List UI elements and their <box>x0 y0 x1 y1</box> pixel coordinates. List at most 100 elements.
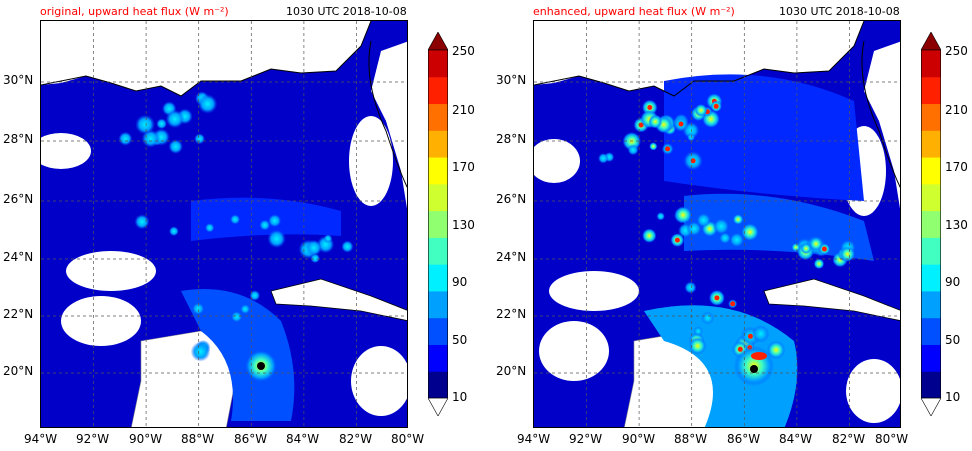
colorbar-label: 210 <box>945 103 968 117</box>
lon-label: 86°W <box>727 432 761 446</box>
convective-cell <box>190 341 211 362</box>
map-canvas <box>534 21 900 427</box>
convective-cell <box>674 206 692 224</box>
no-data-region <box>351 346 407 416</box>
coastline <box>41 21 372 97</box>
lon-label: 86°W <box>234 432 268 446</box>
cuba-land <box>763 278 900 321</box>
colorbar-block <box>921 183 941 212</box>
lat-label: 22°N <box>496 307 527 321</box>
convective-cell <box>649 142 658 151</box>
no-data-region <box>846 359 900 423</box>
colorbar-block <box>428 50 448 78</box>
colorbar-label: 210 <box>452 103 475 117</box>
convective-cell <box>696 213 711 228</box>
convective-cell-core <box>647 105 653 110</box>
convective-cell <box>809 237 823 251</box>
colorbar-label: 90 <box>945 275 961 289</box>
convective-cell <box>719 232 731 244</box>
no-data-region <box>539 321 609 381</box>
convective-cell <box>713 218 730 235</box>
convective-cell <box>791 243 801 252</box>
convective-cell <box>259 219 271 231</box>
convective-cell <box>689 337 707 355</box>
convective-cell <box>686 221 702 237</box>
convective-cell <box>323 234 333 243</box>
graticule <box>534 21 900 427</box>
convective-cell-core <box>714 295 720 301</box>
convective-cell <box>305 239 322 256</box>
lon-label: 82°W <box>339 432 373 446</box>
colorbar-block <box>921 130 941 158</box>
lat-label: 30°N <box>3 73 34 87</box>
colorbar-block <box>428 371 448 399</box>
convective-cell <box>192 302 205 315</box>
colorbar-frame <box>921 49 941 399</box>
lat-label: 26°N <box>496 192 527 206</box>
colorbar-block <box>921 157 941 185</box>
heat-flux-map[interactable] <box>40 20 408 428</box>
convective-cell-core <box>747 333 753 339</box>
lon-label: 80°W <box>391 432 425 446</box>
heat-flux-map[interactable] <box>533 20 901 428</box>
panel-enhanced: enhanced, upward heat flux (W m⁻²) 1030 … <box>493 0 972 451</box>
lon-label: 90°W <box>129 432 163 446</box>
convective-cell <box>197 94 218 114</box>
convective-cell <box>693 326 703 336</box>
convective-cell <box>267 229 286 248</box>
lon-label: 92°W <box>569 432 603 446</box>
panel-timestamp: 1030 UTC 2018-10-08 <box>286 5 407 18</box>
convective-cell-core <box>713 103 719 109</box>
lon-label: 84°W <box>286 432 320 446</box>
lon-label: 90°W <box>622 432 656 446</box>
convective-cell <box>230 214 241 225</box>
convective-cell <box>687 133 696 142</box>
convective-cell <box>656 212 665 221</box>
graticule <box>41 21 407 427</box>
convective-cell <box>800 243 812 254</box>
hurricane-eye-icon <box>257 362 265 370</box>
flux-band <box>181 289 295 421</box>
panel-timestamp: 1030 UTC 2018-10-08 <box>779 5 900 18</box>
lon-label: 94°W <box>24 432 58 446</box>
colorbar-label: 10 <box>945 390 961 404</box>
convective-cell <box>741 223 759 241</box>
no-data-region <box>549 271 639 311</box>
panel-original: original, upward heat flux (W m⁻²) 1030 … <box>3 5 475 446</box>
colorbar-label: 170 <box>452 160 475 174</box>
colorbar-label: 130 <box>945 218 968 232</box>
colorbar-label: 250 <box>945 44 968 58</box>
convective-cell <box>135 114 155 135</box>
no-data-region <box>534 139 580 183</box>
no-data-region <box>349 116 393 206</box>
convective-cell <box>194 133 206 145</box>
lat-label: 28°N <box>3 132 34 146</box>
convective-cell <box>701 311 715 325</box>
convective-cell <box>642 228 657 243</box>
flux-band <box>191 197 341 241</box>
us-gulf-coast-land <box>534 21 864 96</box>
lat-label: 20°N <box>496 364 527 378</box>
colorbar-label: 250 <box>452 44 475 58</box>
colorbar-block <box>921 76 941 105</box>
hurricane-max-flux <box>751 352 767 360</box>
convective-cell <box>598 153 609 164</box>
colorbar <box>921 32 941 416</box>
colorbar-block <box>428 76 448 105</box>
colorbar-block <box>428 317 448 345</box>
panel-title: original, upward heat flux (W m⁻²) <box>40 5 229 18</box>
colorbar-block <box>921 290 941 319</box>
convective-cell-core <box>821 246 827 252</box>
lon-label: 92°W <box>76 432 110 446</box>
colorbar-block <box>921 317 941 345</box>
colorbar-block <box>921 344 941 372</box>
no-data-region <box>41 133 91 169</box>
colorbar-block <box>921 237 941 265</box>
colorbar-block <box>428 237 448 265</box>
lat-label: 28°N <box>496 132 527 146</box>
colorbar-block <box>921 264 941 292</box>
convective-cell <box>813 258 825 269</box>
colorbar-block <box>921 210 941 238</box>
colorbar-block <box>428 264 448 292</box>
colorbar-over-triangle <box>921 32 941 51</box>
